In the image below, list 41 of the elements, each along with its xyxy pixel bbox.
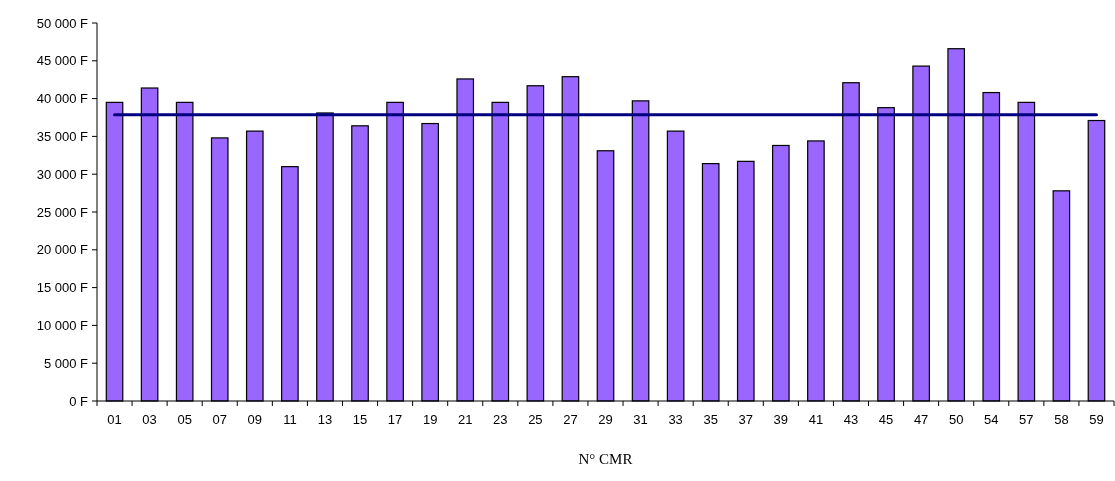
x-tick-label: 58 bbox=[1054, 412, 1069, 427]
y-tick-label: 15 000 F bbox=[36, 280, 89, 296]
x-tick-label: 19 bbox=[422, 412, 438, 427]
x-tick-label: 13 bbox=[317, 412, 333, 427]
x-tick-label: 45 bbox=[878, 412, 894, 427]
x-tick-label: 54 bbox=[984, 412, 999, 427]
x-tick-label: 15 bbox=[352, 412, 368, 427]
x-tick-label: 50 bbox=[948, 412, 964, 427]
x-tick-label: 39 bbox=[773, 412, 789, 427]
y-tick-label: 35 000 F bbox=[36, 128, 89, 144]
x-tick-label: 41 bbox=[808, 412, 824, 427]
y-tick-label: 40 000 F bbox=[36, 91, 89, 107]
x-tick-label: 47 bbox=[913, 412, 929, 427]
y-tick-label: 45 000 F bbox=[36, 53, 89, 69]
x-tick-label: 59 bbox=[1089, 412, 1104, 427]
x-tick-label: 21 bbox=[457, 412, 473, 427]
x-tick-label: 23 bbox=[493, 412, 508, 427]
x-tick-label: 09 bbox=[247, 412, 263, 427]
y-tick-label: 0 F bbox=[69, 393, 89, 409]
x-tick-label: 03 bbox=[142, 412, 157, 427]
x-tick-label: 27 bbox=[563, 412, 578, 427]
y-tick-label: 10 000 F bbox=[36, 317, 89, 333]
x-tick-label: 33 bbox=[668, 412, 683, 427]
x-axis-title: N° CMR bbox=[578, 451, 633, 467]
x-tick-label: 43 bbox=[843, 412, 859, 427]
x-tick-label: 11 bbox=[283, 412, 297, 427]
y-tick-label: 50 000 F bbox=[36, 15, 89, 31]
x-tick-label: 05 bbox=[177, 412, 192, 427]
y-tick-label: 30 000 F bbox=[36, 166, 89, 182]
x-tick-label: 37 bbox=[738, 412, 754, 427]
x-tick-label: 07 bbox=[212, 412, 227, 427]
x-tick-label: 35 bbox=[703, 412, 718, 427]
x-tick-label: 25 bbox=[528, 412, 543, 427]
x-tick-label: 57 bbox=[1019, 412, 1034, 427]
y-tick-label: 25 000 F bbox=[36, 204, 89, 220]
y-tick-label: 20 000 F bbox=[36, 242, 89, 258]
x-tick-label: 29 bbox=[598, 412, 613, 427]
x-tick-label: 01 bbox=[107, 412, 122, 427]
x-tick-label: 17 bbox=[387, 412, 403, 427]
y-tick-label: 5 000 F bbox=[43, 355, 89, 371]
x-tick-label: 31 bbox=[633, 412, 648, 427]
